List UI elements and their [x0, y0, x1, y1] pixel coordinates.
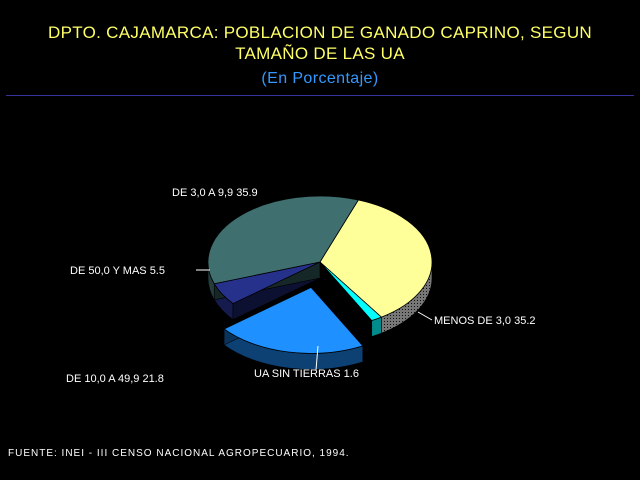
source-note: FUENTE: INEI - III CENSO NACIONAL AGROPE…	[8, 448, 350, 459]
leader-line-1	[315, 345, 319, 371]
leader-line-0	[417, 311, 433, 321]
pie-slice-4	[207, 195, 359, 285]
pie-slice-0	[319, 199, 433, 318]
chart-title: DPTO. CAJAMARCA: POBLACION DE GANADO CAP…	[0, 22, 640, 64]
slice-label-2: DE 10,0 A 49,9 21.8	[66, 373, 164, 385]
pie-slice-1	[319, 261, 383, 321]
slice-label-3: DE 50,0 Y MAS 5.5	[70, 265, 165, 277]
chart-title-line-1: DPTO. CAJAMARCA: POBLACION DE GANADO CAP…	[48, 23, 592, 42]
title-divider	[6, 95, 634, 96]
pie-slice-2	[223, 286, 364, 354]
chart-subtitle: (En Porcentaje)	[261, 70, 379, 87]
slice-label-4: DE 3,0 A 9,9 35.9	[172, 187, 258, 199]
chart-title-line-2: TAMAÑO DE LAS UA	[235, 44, 405, 63]
slice-label-1: UA SIN TIERRAS 1.6	[254, 368, 359, 380]
slice-label-0: MENOS DE 3,0 35.2	[434, 315, 536, 327]
